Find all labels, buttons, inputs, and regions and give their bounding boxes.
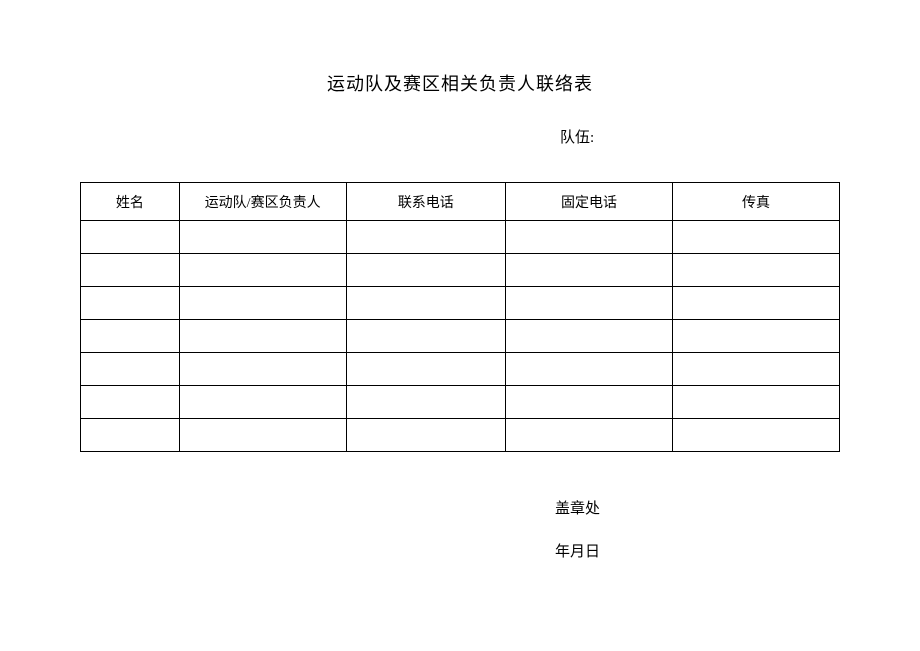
cell-fax (672, 221, 839, 254)
cell-role (179, 419, 346, 452)
cell-name (81, 419, 180, 452)
cell-fax (672, 419, 839, 452)
cell-fax (672, 386, 839, 419)
cell-role (179, 254, 346, 287)
table-row (81, 419, 840, 452)
cell-fax (672, 320, 839, 353)
cell-role (179, 353, 346, 386)
table-body (81, 221, 840, 452)
cell-name (81, 353, 180, 386)
table-row (81, 320, 840, 353)
cell-phone (506, 287, 673, 320)
cell-fax (672, 254, 839, 287)
cell-contact (346, 353, 505, 386)
cell-contact (346, 386, 505, 419)
table-header-row: 姓名 运动队/赛区负责人 联系电话 固定电话 传真 (81, 183, 840, 221)
cell-name (81, 320, 180, 353)
cell-contact (346, 254, 505, 287)
cell-contact (346, 419, 505, 452)
col-header-name: 姓名 (81, 183, 180, 221)
cell-contact (346, 221, 505, 254)
cell-phone (506, 221, 673, 254)
cell-name (81, 386, 180, 419)
cell-role (179, 386, 346, 419)
table-row (81, 221, 840, 254)
table-row (81, 353, 840, 386)
cell-contact (346, 320, 505, 353)
cell-phone (506, 353, 673, 386)
cell-phone (506, 320, 673, 353)
footer: 盖章处 年月日 (555, 497, 840, 561)
col-header-contact: 联系电话 (346, 183, 505, 221)
col-header-phone: 固定电话 (506, 183, 673, 221)
stamp-label: 盖章处 (555, 497, 840, 518)
cell-fax (672, 287, 839, 320)
cell-name (81, 221, 180, 254)
cell-fax (672, 353, 839, 386)
cell-role (179, 221, 346, 254)
cell-name (81, 287, 180, 320)
contact-table: 姓名 运动队/赛区负责人 联系电话 固定电话 传真 (80, 182, 840, 452)
page-title: 运动队及赛区相关负责人联络表 (80, 70, 840, 96)
cell-phone (506, 419, 673, 452)
date-label: 年月日 (555, 540, 840, 561)
cell-role (179, 287, 346, 320)
cell-contact (346, 287, 505, 320)
table-row (81, 254, 840, 287)
col-header-role: 运动队/赛区负责人 (179, 183, 346, 221)
team-label: 队伍: (560, 126, 840, 147)
cell-phone (506, 254, 673, 287)
cell-role (179, 320, 346, 353)
table-row (81, 287, 840, 320)
cell-phone (506, 386, 673, 419)
col-header-fax: 传真 (672, 183, 839, 221)
cell-name (81, 254, 180, 287)
table-row (81, 386, 840, 419)
